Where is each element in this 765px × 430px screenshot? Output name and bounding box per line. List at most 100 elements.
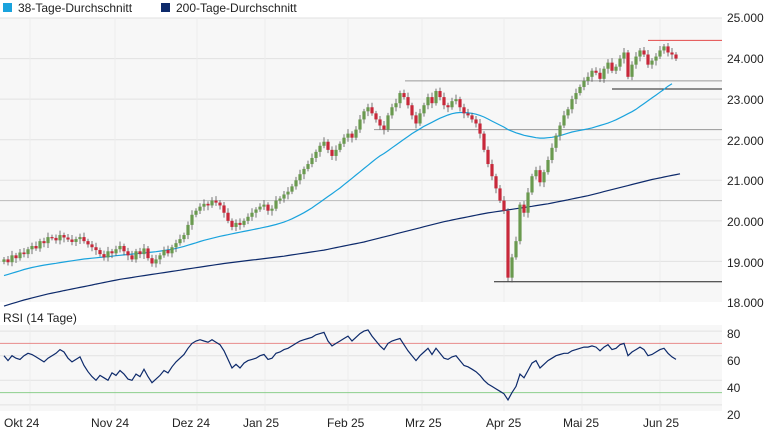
candle-body (126, 251, 130, 256)
candle-body (182, 235, 186, 240)
candle-body (438, 91, 442, 98)
candle (194, 208, 198, 218)
candle (574, 88, 578, 105)
candle (102, 250, 106, 261)
candle-body (158, 255, 162, 260)
candle-body (670, 52, 674, 55)
candle-body (362, 111, 366, 120)
candle (502, 196, 506, 214)
candle-body (342, 137, 346, 144)
candle-body (294, 180, 298, 187)
candle-body (558, 125, 562, 136)
candle (598, 68, 602, 83)
candle-body (18, 252, 22, 259)
candle-body (38, 241, 42, 249)
candle (166, 245, 170, 257)
candle-body (202, 203, 206, 207)
candle-body (430, 97, 434, 104)
candle (10, 250, 14, 267)
candle-body (534, 170, 538, 177)
candle (314, 149, 318, 163)
candle (198, 203, 202, 214)
candle (554, 133, 558, 152)
candle-body (614, 66, 618, 71)
candle (118, 241, 122, 253)
candle (526, 187, 530, 218)
candle (426, 93, 430, 110)
candle-body (150, 258, 154, 264)
rsi-series (3, 329, 677, 402)
candle (226, 208, 230, 224)
candle-body (46, 237, 50, 244)
candle (658, 45, 662, 59)
candle (262, 200, 266, 210)
candle (310, 153, 314, 168)
candle-body (538, 170, 542, 183)
candle (30, 242, 34, 255)
candle-body (482, 133, 486, 150)
candle-body (274, 200, 278, 209)
candle-body (566, 109, 570, 116)
candle (490, 159, 494, 181)
candle-body (366, 107, 370, 112)
candle (414, 111, 418, 129)
candle (254, 207, 258, 218)
candle-body (278, 198, 282, 201)
candle (178, 234, 182, 246)
candle (670, 48, 674, 60)
candle-body (490, 164, 494, 177)
candle-body (302, 168, 306, 175)
candle (402, 89, 406, 100)
candle (130, 250, 134, 262)
candle (462, 103, 466, 119)
candle-body (322, 141, 326, 146)
candle (158, 252, 162, 265)
x-tick-label: Feb 25 (327, 416, 365, 430)
candle (294, 176, 298, 190)
candle-body (98, 250, 102, 255)
candle (306, 160, 310, 172)
candle (58, 230, 62, 245)
candle (98, 247, 102, 257)
candle (278, 196, 282, 204)
candle (442, 92, 446, 110)
candle-body (258, 206, 262, 210)
candle-body (350, 133, 354, 138)
candle-body (526, 192, 530, 213)
candle (358, 114, 362, 133)
candle (394, 98, 398, 112)
candle (18, 249, 22, 261)
candle-body (34, 246, 38, 249)
candle-body (22, 252, 26, 255)
candle-body (394, 103, 398, 108)
candle (150, 254, 154, 267)
candle (282, 191, 286, 203)
candle-body (382, 125, 386, 130)
price-tick-label: 24.000 (727, 52, 764, 66)
candle (614, 64, 618, 74)
candle (6, 255, 10, 266)
candle (418, 108, 422, 126)
candle-body (574, 93, 578, 100)
candle (26, 246, 30, 259)
candle-body (282, 194, 286, 199)
candle-body (146, 248, 150, 259)
candle (34, 241, 38, 251)
candle-body (378, 119, 382, 126)
candle-body (270, 208, 274, 211)
candle (478, 119, 482, 139)
candle (518, 202, 522, 245)
candle-body (70, 239, 74, 242)
candle-body (674, 54, 678, 59)
candle-body (130, 255, 134, 260)
rsi-title: RSI (14 Tage) (3, 311, 77, 325)
candle-body (170, 247, 174, 254)
candle (342, 134, 346, 148)
rsi-tick-label: 40 (727, 381, 741, 395)
candle-body (626, 52, 630, 77)
candle (250, 208, 254, 221)
candle (558, 122, 562, 141)
candle (486, 146, 490, 168)
candle (162, 246, 166, 258)
candle-body (662, 46, 666, 51)
